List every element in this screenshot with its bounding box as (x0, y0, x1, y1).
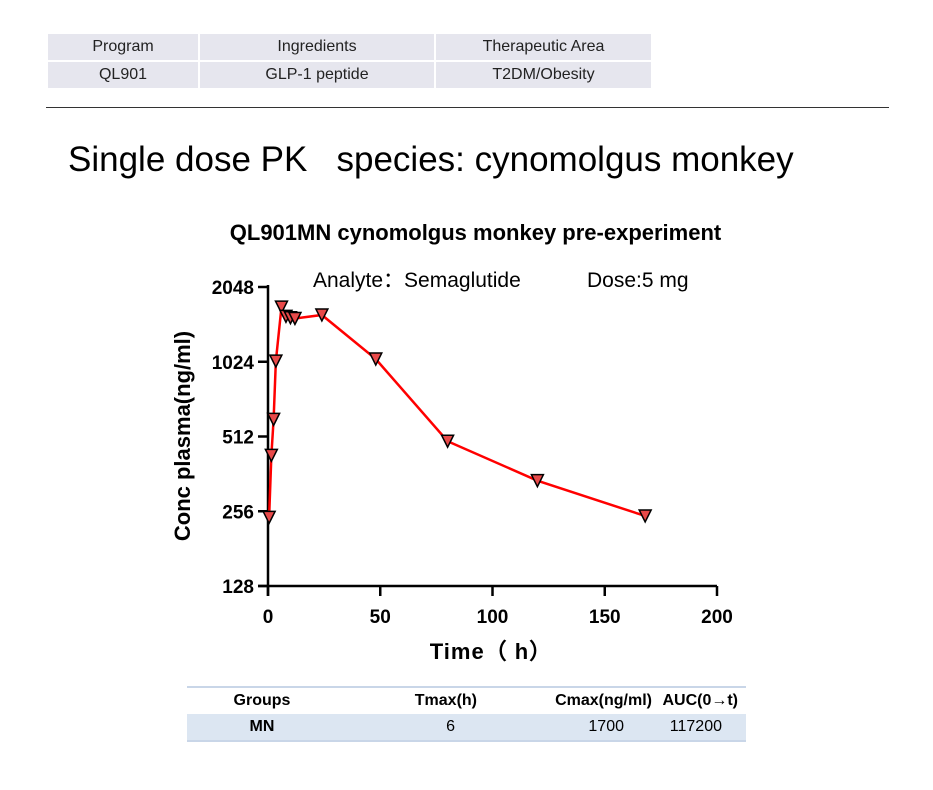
data-point-marker (268, 354, 284, 369)
info-cell-therapeutic-area: T2DM/Obesity (434, 60, 653, 90)
info-table-row: QL901 GLP-1 peptide T2DM/Obesity (46, 60, 653, 90)
pk-table-row: MN 6 1700 117200 (187, 714, 746, 742)
data-point-marker (266, 412, 281, 428)
info-header-ingredients: Ingredients (198, 32, 436, 62)
x-tick-label: 0 (263, 607, 274, 628)
x-tick-label: 100 (477, 607, 509, 628)
info-cell-program: QL901 (46, 60, 200, 90)
series-mn (261, 300, 653, 525)
data-point-marker (368, 352, 383, 367)
info-header-therapeutic-area: Therapeutic Area (434, 32, 653, 62)
chart-title: QL901MN cynomolgus monkey pre-experiment (229, 220, 722, 245)
data-point-marker (440, 434, 455, 449)
dose-annotation: Dose:5 mg (587, 269, 689, 292)
pk-header-auc: AUC(0→t) (652, 686, 746, 714)
y-tick-label: 128 (222, 577, 254, 598)
data-point-marker (637, 509, 653, 524)
y-tick-label: 512 (222, 428, 254, 449)
y-tick-label: 2048 (212, 278, 254, 299)
pk-header-cmax: Cmax(ng/ml) (477, 686, 652, 714)
data-point-marker (274, 300, 289, 315)
pk-cell-group: MN (187, 714, 337, 742)
data-point-marker (287, 311, 303, 327)
x-tick-label: 150 (589, 607, 621, 628)
x-tick-label: 200 (701, 607, 733, 628)
y-tick-label: 1024 (212, 353, 255, 374)
data-point-marker (314, 308, 330, 323)
analyte-annotation: Analyte：Semaglutide (313, 269, 521, 292)
info-cell-ingredients: GLP-1 peptide (198, 60, 436, 90)
info-header-program: Program (46, 32, 200, 62)
pk-cell-auc: 117200 (652, 714, 746, 742)
x-axis-label: Time（ h） (430, 639, 553, 664)
x-tick-label: 50 (370, 607, 391, 628)
divider (46, 107, 889, 108)
axes: 128 256 512 1024 2048 0 50 100 150 200 (212, 278, 733, 628)
data-point-marker (530, 473, 545, 489)
y-axis-label: Conc plasma(ng/ml) (170, 331, 195, 541)
pk-header-groups: Groups (187, 686, 337, 714)
data-point-marker (264, 448, 279, 463)
info-table-header-row: Program Ingredients Therapeutic Area (46, 32, 653, 62)
slide-title: Single dose PK species: cynomolgus monke… (68, 140, 794, 179)
pk-cell-tmax: 6 (337, 714, 477, 742)
pk-header-tmax: Tmax(h) (337, 686, 477, 714)
y-tick-label: 256 (222, 502, 254, 523)
pk-table-header-row: Groups Tmax(h) Cmax(ng/ml) AUC(0→t) (187, 686, 746, 714)
pk-parameters-table: Groups Tmax(h) Cmax(ng/ml) AUC(0→t) MN 6… (187, 686, 746, 742)
series-line (267, 302, 646, 518)
data-point-marker (261, 510, 277, 525)
program-info-table: Program Ingredients Therapeutic Area QL9… (46, 32, 653, 90)
pk-cell-cmax: 1700 (477, 714, 652, 742)
